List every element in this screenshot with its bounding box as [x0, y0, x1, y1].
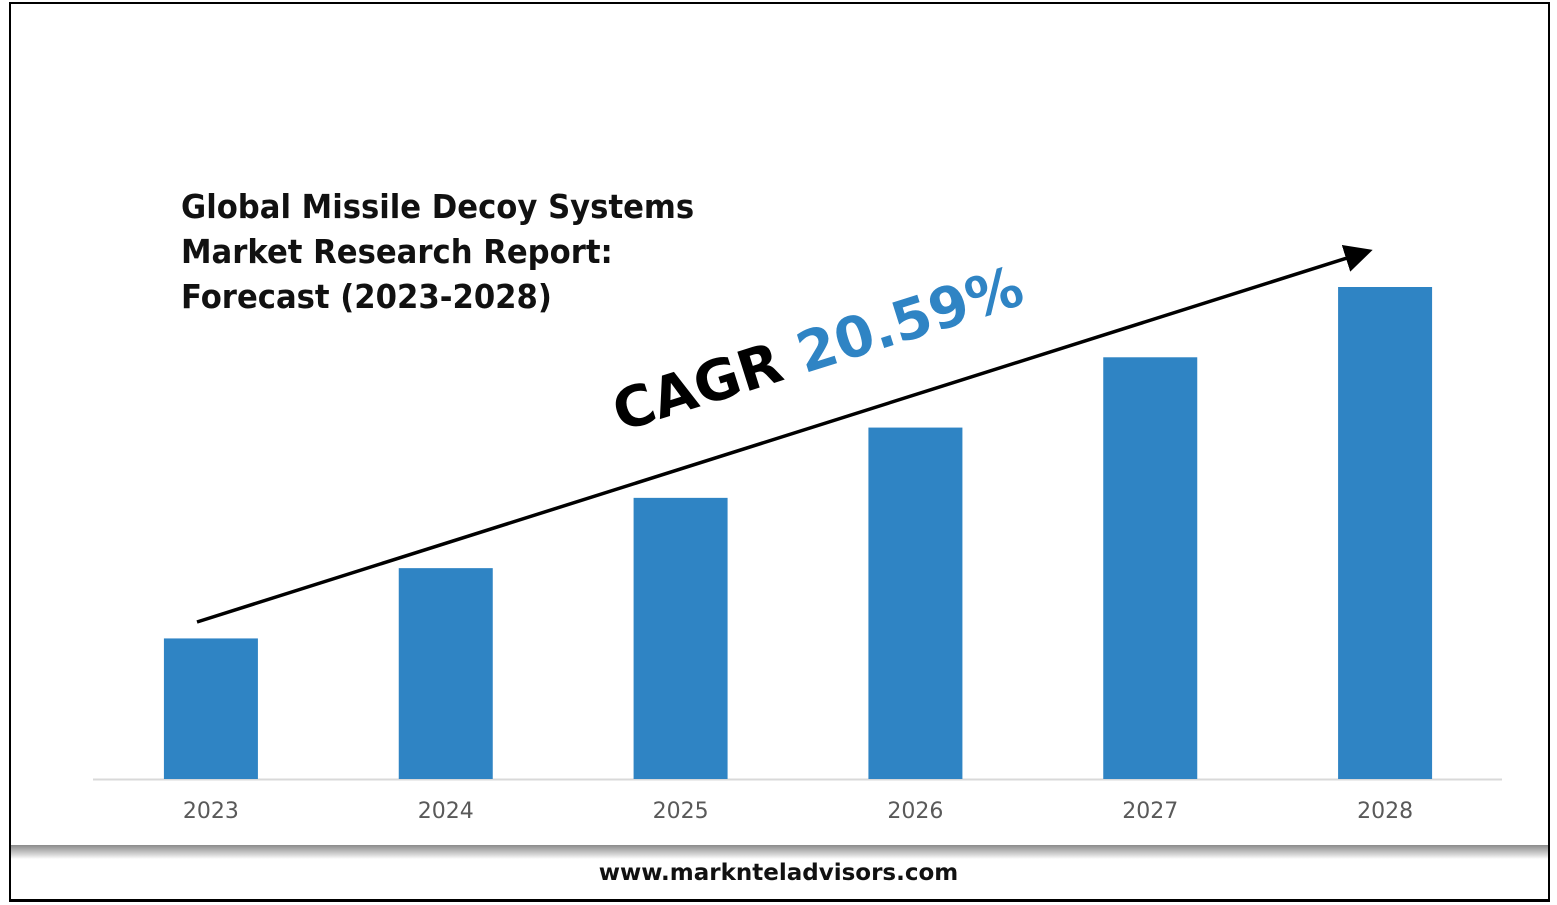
- x-tick-label: 2024: [418, 799, 474, 824]
- title-line-3: Forecast (2023-2028): [181, 277, 552, 316]
- bar-2026: [868, 427, 963, 779]
- title-line-1: Global Missile Decoy Systems: [181, 187, 695, 226]
- title-line-2: Market Research Report:: [181, 232, 613, 271]
- chart-frame: [9, 2, 1550, 902]
- footer-website[interactable]: www.marknteladvisors.com: [598, 860, 959, 886]
- x-tick-label: 2025: [653, 799, 709, 824]
- chart-title: Global Missile Decoy Systems Market Rese…: [181, 184, 733, 319]
- bar-2027: [1103, 357, 1198, 779]
- footer-divider: [11, 845, 1548, 859]
- x-tick-label: 2027: [1122, 799, 1178, 824]
- bar-2028: [1338, 287, 1433, 779]
- bar-2023: [163, 638, 258, 779]
- bar-2024: [398, 568, 493, 779]
- x-tick-label: 2026: [887, 799, 943, 824]
- x-tick-label: 2028: [1357, 799, 1413, 824]
- x-tick-label: 2023: [183, 799, 239, 824]
- trend-arrow: [196, 244, 1373, 624]
- bar-2025: [633, 497, 728, 779]
